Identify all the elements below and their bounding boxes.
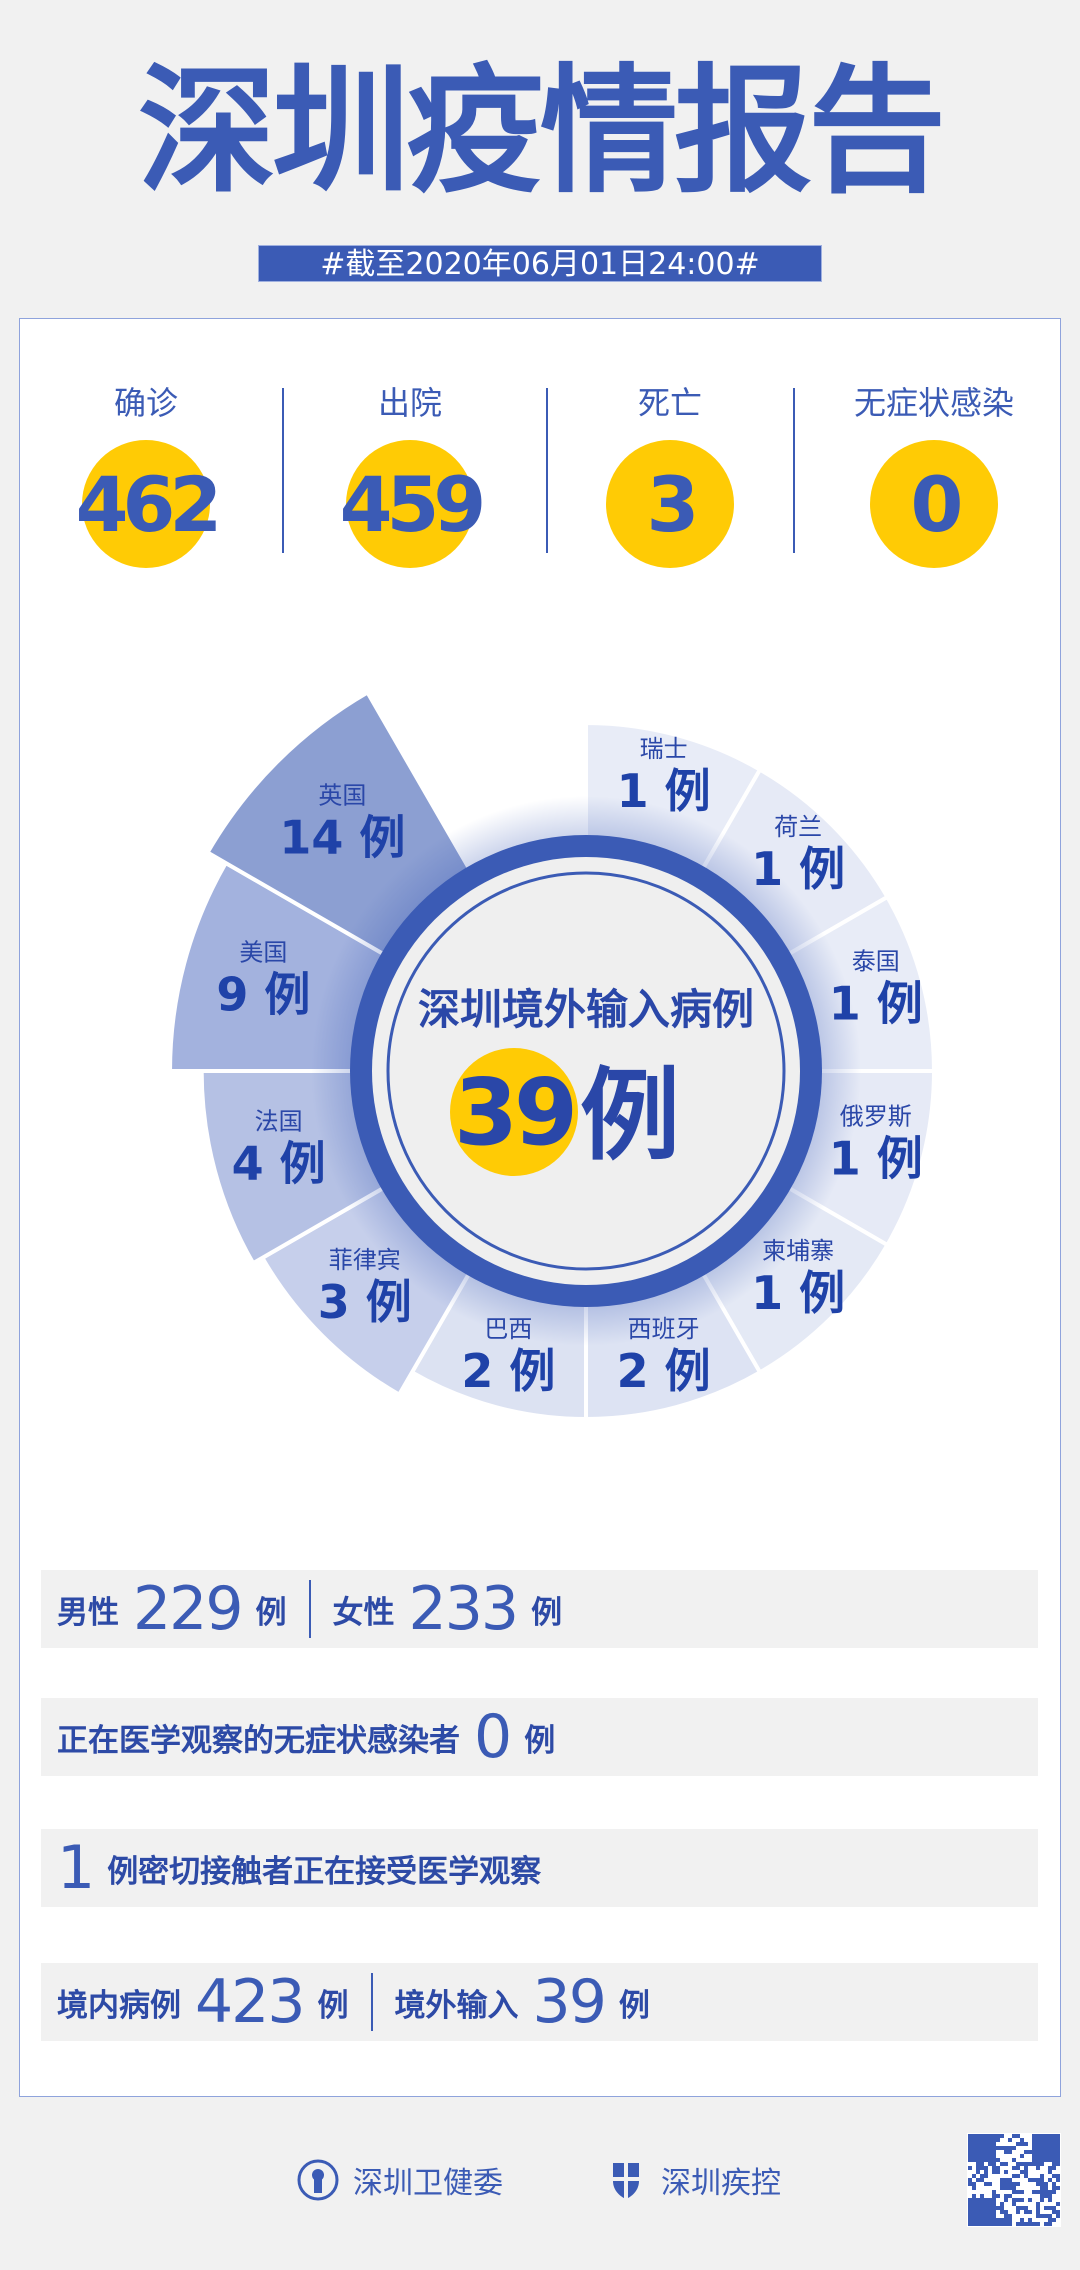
male-count: 229 (133, 1574, 244, 1644)
sector-value: 3 例 (318, 1275, 412, 1329)
footer-org-cdc: 深圳疾控 (605, 2158, 781, 2202)
date-banner: #截至2020年06月01日24:00# (258, 245, 822, 282)
contact-label: 例密切接触者正在接受医学观察 (107, 1853, 542, 1890)
sector-value: 2 例 (617, 1344, 711, 1398)
center-unit: 例 (580, 1057, 680, 1174)
sector-label: 俄罗斯 (840, 1103, 912, 1131)
divider (308, 1580, 311, 1638)
sector-value: 1 例 (751, 842, 845, 896)
unit: 例 (531, 1594, 563, 1631)
stat-label: 出院 (377, 384, 442, 422)
stat-value: 462 (76, 440, 222, 568)
unit: 例 (255, 1594, 287, 1631)
sector-value: 2 例 (461, 1344, 555, 1398)
asym-count: 0 (474, 1702, 512, 1772)
male-label: 男性 (57, 1594, 119, 1631)
org2-name: 深圳疾控 (661, 2166, 781, 2201)
divider (282, 388, 284, 553)
female-label: 女性 (332, 1594, 395, 1631)
local-count: 423 (195, 1967, 306, 2037)
stat-asymptomatic: 无症状感染 0 (809, 378, 1059, 568)
stat-label: 无症状感染 (853, 384, 1014, 422)
sector-value: 9 例 (216, 968, 310, 1022)
qr-code[interactable] (967, 2133, 1061, 2227)
sector-label: 西班牙 (628, 1315, 700, 1343)
sector-label: 泰国 (852, 947, 900, 975)
sector-label: 巴西 (484, 1315, 532, 1343)
local-label: 境内病例 (57, 1987, 181, 2024)
unit: 例 (317, 1987, 349, 2024)
center-disc (372, 857, 800, 1285)
imported-count: 39 (532, 1967, 607, 2037)
footer-org-health-commission: 深圳卫健委 (297, 2158, 503, 2202)
stat-label: 死亡 (637, 384, 702, 422)
stat-value: 3 (606, 440, 734, 568)
center-title: 深圳境外输入病例 (418, 985, 754, 1034)
sector-label: 英国 (318, 781, 366, 809)
sector-value: 1 例 (829, 976, 923, 1030)
center-value-badge (450, 1048, 578, 1176)
contact-count: 1 (57, 1833, 95, 1903)
sector-value: 1 例 (617, 764, 711, 818)
sector-value: 1 例 (829, 1132, 923, 1186)
stat-value: 0 (870, 440, 998, 568)
divider (546, 388, 548, 553)
unit: 例 (618, 1987, 650, 2024)
page-title: 深圳疫情报告 (137, 51, 946, 212)
stat-label: 确诊 (113, 384, 178, 422)
gender-row: 男性 229 例 女性 233 例 (41, 1570, 1038, 1648)
sector-label: 美国 (239, 939, 287, 967)
org1-name: 深圳卫健委 (353, 2166, 503, 2201)
imported-label: 境外输入 (394, 1987, 519, 2024)
sector-value: 14 例 (279, 810, 405, 864)
unit: 例 (524, 1722, 556, 1759)
stat-confirmed: 确诊 462 (21, 378, 271, 568)
inner-ring-line (386, 871, 786, 1271)
asym-label: 正在医学观察的无症状感染者 (57, 1722, 460, 1759)
center-value: 39 (454, 1059, 574, 1166)
sector-value: 4 例 (232, 1136, 326, 1190)
stat-deaths: 死亡 3 (545, 378, 795, 568)
origin-row: 境内病例 423 例 境外输入 39 例 (41, 1963, 1038, 2041)
divider (370, 1973, 373, 2031)
sector-label: 菲律宾 (329, 1246, 401, 1274)
asymptomatic-row: 正在医学观察的无症状感染者 0 例 (41, 1698, 1038, 1776)
sector-label: 瑞士 (640, 735, 688, 763)
divider (793, 388, 795, 553)
sector-value: 1 例 (751, 1266, 845, 1320)
stat-discharged: 出院 459 (285, 378, 535, 568)
contacts-row: 1 例密切接触者正在接受医学观察 (41, 1829, 1038, 1907)
stat-value: 459 (340, 440, 486, 568)
cdc-shield-logo-icon (609, 2163, 643, 2199)
sector-label: 荷兰 (774, 813, 822, 841)
sector-label: 柬埔寨 (762, 1237, 834, 1265)
health-commission-logo-icon (297, 2159, 339, 2201)
sector-label: 法国 (255, 1107, 303, 1135)
female-count: 233 (408, 1574, 520, 1644)
